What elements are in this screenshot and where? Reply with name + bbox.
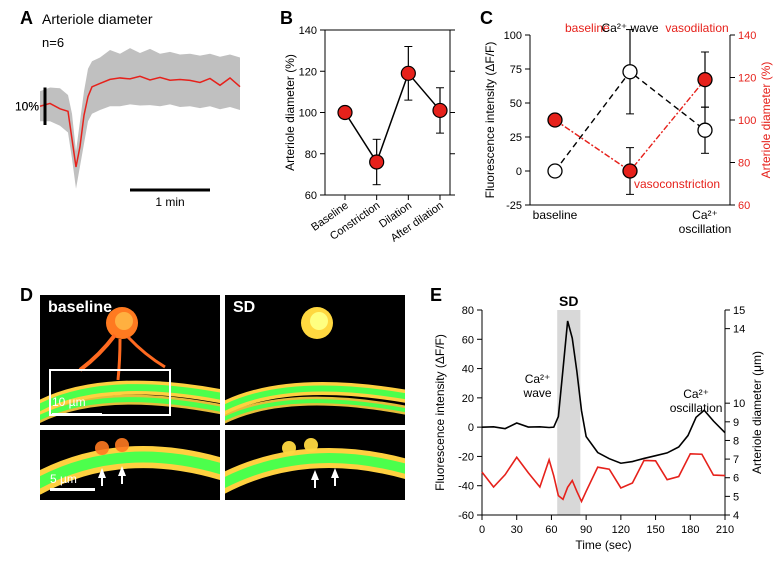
- svg-text:50: 50: [510, 98, 522, 110]
- arrow-icon: [121, 476, 123, 484]
- svg-text:Ca²⁺: Ca²⁺: [692, 208, 718, 222]
- svg-text:60: 60: [738, 200, 750, 212]
- microscopy-baseline-zoom: 5 µm: [40, 430, 220, 500]
- svg-text:90: 90: [580, 524, 592, 536]
- svg-text:10%: 10%: [15, 99, 39, 113]
- svg-text:60: 60: [462, 334, 474, 346]
- panel-d-label: D: [20, 285, 33, 306]
- panel-a-title: Arteriole diameter: [42, 11, 153, 27]
- svg-text:0: 0: [479, 524, 485, 536]
- microscopy-sd-label: SD: [233, 299, 255, 317]
- svg-text:wave: wave: [523, 386, 552, 400]
- panel-e-plot: SD-60-40-2002040608045678910141503060901…: [430, 290, 770, 570]
- svg-text:baseline: baseline: [533, 208, 578, 222]
- svg-text:15: 15: [733, 305, 745, 317]
- svg-text:80: 80: [738, 158, 750, 170]
- svg-text:120: 120: [299, 66, 317, 78]
- microscopy-baseline-zoom-svg: [40, 430, 220, 500]
- svg-text:120: 120: [738, 73, 756, 85]
- svg-text:-60: -60: [458, 510, 474, 522]
- svg-text:Arteriole diameter (%): Arteriole diameter (%): [759, 62, 773, 179]
- svg-text:oscillation: oscillation: [679, 222, 732, 236]
- arrow-icon: [118, 466, 126, 476]
- svg-text:0: 0: [468, 422, 474, 434]
- arrow-icon: [331, 468, 339, 478]
- panel-b-plot: 6080100120140Arteriole diameter (%)Basel…: [280, 10, 460, 270]
- arrow-icon: [311, 470, 319, 480]
- microscopy-baseline-label: baseline: [48, 299, 112, 317]
- svg-text:6: 6: [733, 473, 739, 485]
- microscopy-sd-zoom: [225, 430, 405, 500]
- svg-text:-25: -25: [506, 200, 522, 212]
- svg-text:vasoconstriction: vasoconstriction: [634, 177, 720, 191]
- svg-text:120: 120: [612, 524, 630, 536]
- svg-text:oscillation: oscillation: [670, 401, 723, 415]
- svg-text:Ca²⁺: Ca²⁺: [683, 387, 709, 401]
- microscopy-sd-zoom-svg: [225, 430, 405, 500]
- arrow-icon: [314, 480, 316, 488]
- arrow-icon: [334, 478, 336, 486]
- svg-text:Fluorescence intensity (ΔF/F): Fluorescence intensity (ΔF/F): [483, 42, 497, 199]
- svg-text:-20: -20: [458, 451, 474, 463]
- svg-text:30: 30: [511, 524, 523, 536]
- svg-text:40: 40: [462, 364, 474, 376]
- svg-text:100: 100: [504, 30, 522, 42]
- figure-root: A Arteriole diameter n=6 10%10%1 min B 6…: [0, 0, 781, 575]
- svg-text:60: 60: [305, 190, 317, 202]
- svg-text:20: 20: [462, 393, 474, 405]
- svg-text:1 min: 1 min: [155, 195, 184, 209]
- svg-text:10: 10: [733, 398, 745, 410]
- panel-a-plot: 10%10%1 min: [10, 30, 250, 240]
- svg-text:150: 150: [646, 524, 664, 536]
- svg-text:210: 210: [716, 524, 734, 536]
- microscopy-sd: SD: [225, 295, 405, 425]
- svg-text:Arteriole diameter (μm): Arteriole diameter (μm): [750, 351, 764, 474]
- svg-text:5: 5: [733, 491, 739, 503]
- svg-text:14: 14: [733, 324, 745, 336]
- svg-text:100: 100: [299, 108, 317, 120]
- scalebar-bottom-text: 5 µm: [50, 472, 77, 486]
- svg-text:8: 8: [733, 435, 739, 447]
- svg-text:Arteriole diameter (%): Arteriole diameter (%): [283, 54, 297, 171]
- microscopy-baseline: baseline 10 µm: [40, 295, 220, 425]
- svg-text:4: 4: [733, 510, 739, 522]
- svg-text:Time (sec): Time (sec): [575, 538, 631, 552]
- svg-text:60: 60: [545, 524, 557, 536]
- panel-c-plot: -25 0 25 50 75 100 60 80 100 120 140 Fluorescence i…: [480, 10, 780, 270]
- svg-text:180: 180: [681, 524, 699, 536]
- scalebar-top-text: 10 µm: [52, 395, 86, 409]
- arrow-icon: [101, 478, 103, 486]
- svg-text:140: 140: [738, 30, 756, 42]
- svg-text:25: 25: [510, 132, 522, 144]
- svg-text:vasodilation: vasodilation: [665, 21, 728, 35]
- svg-text:Ca²⁺ wave: Ca²⁺ wave: [601, 21, 658, 35]
- svg-text:75: 75: [510, 64, 522, 76]
- svg-text:Ca²⁺: Ca²⁺: [525, 372, 551, 386]
- svg-text:80: 80: [462, 305, 474, 317]
- svg-text:0: 0: [516, 166, 522, 178]
- svg-text:SD: SD: [559, 293, 578, 309]
- svg-text:-40: -40: [458, 481, 474, 493]
- svg-text:140: 140: [299, 25, 317, 37]
- panel-a-label: A: [20, 8, 33, 29]
- svg-text:7: 7: [733, 454, 739, 466]
- arrow-icon: [98, 468, 106, 478]
- svg-text:80: 80: [305, 149, 317, 161]
- svg-text:9: 9: [733, 417, 739, 429]
- svg-text:Fluorescence intensity (ΔF/F): Fluorescence intensity (ΔF/F): [433, 334, 447, 491]
- svg-text:100: 100: [738, 115, 756, 127]
